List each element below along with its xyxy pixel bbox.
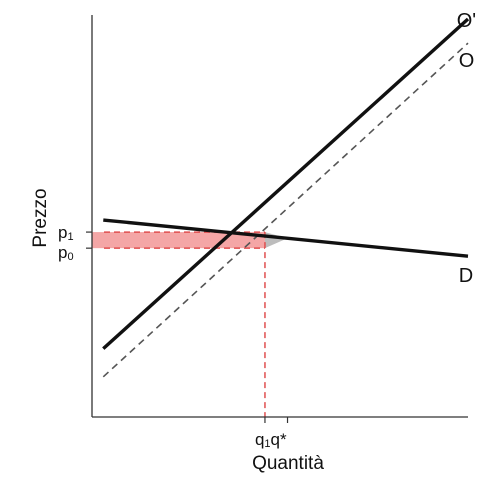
x-axis-title: Quantità — [252, 453, 324, 474]
y-tick-label-1: p0 — [58, 243, 74, 263]
curve-O-prime — [102, 17, 470, 350]
curve-D — [103, 218, 469, 258]
series-label-O: O — [459, 50, 475, 72]
price-increase-area — [92, 232, 265, 249]
curve-O — [102, 42, 469, 378]
deadweight-triangle — [264, 232, 288, 249]
y-tick-label-0: p1 — [58, 223, 74, 243]
series-label-D: D — [459, 265, 473, 287]
y-axis-title: Prezzo — [30, 188, 51, 247]
series-label-O-prime: O' — [457, 10, 476, 32]
x-tick-labels: q1q* — [255, 430, 287, 450]
